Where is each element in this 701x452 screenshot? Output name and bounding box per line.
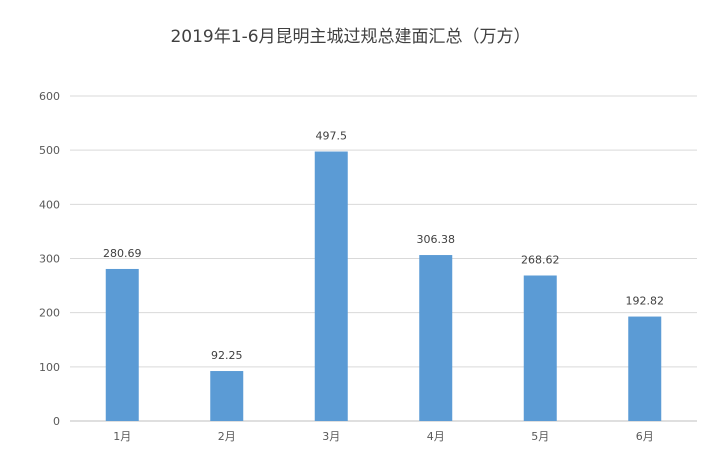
bar (105, 268, 139, 421)
x-tick-label: 6月 (636, 430, 654, 443)
bar (628, 316, 662, 421)
y-tick-label: 600 (39, 90, 60, 103)
y-tick-label: 300 (39, 253, 60, 266)
bar (210, 371, 244, 421)
y-axis-ticks: 0 100 200 300 400 500 600 (39, 90, 60, 428)
y-tick-label: 100 (39, 361, 60, 374)
y-tick-label: 500 (39, 144, 60, 157)
chart-title: 2019年1-6月昆明主城过规总建面汇总（万方） (170, 27, 531, 47)
gridlines (70, 95, 697, 422)
x-tick-label: 3月 (322, 430, 340, 443)
x-tick-label: 1月 (113, 430, 131, 443)
y-tick-label: 0 (53, 415, 60, 428)
data-labels: 280.69 92.25 497.5 306.38 268.62 192.82 (103, 130, 664, 363)
data-label: 280.69 (103, 247, 142, 260)
x-axis-ticks: 1月 2月 3月 4月 5月 6月 (113, 430, 654, 443)
data-label: 92.25 (211, 349, 243, 362)
x-tick-label: 2月 (218, 430, 236, 443)
bars (105, 151, 662, 422)
bar (314, 151, 348, 422)
data-label: 497.5 (316, 130, 348, 143)
y-tick-label: 200 (39, 307, 60, 320)
data-label: 306.38 (417, 233, 456, 246)
bar (523, 275, 557, 421)
x-tick-label: 4月 (427, 430, 445, 443)
y-tick-label: 400 (39, 198, 60, 211)
bar (419, 255, 453, 421)
data-label: 192.82 (626, 295, 665, 308)
data-label: 268.62 (521, 253, 560, 266)
x-tick-label: 5月 (531, 430, 549, 443)
